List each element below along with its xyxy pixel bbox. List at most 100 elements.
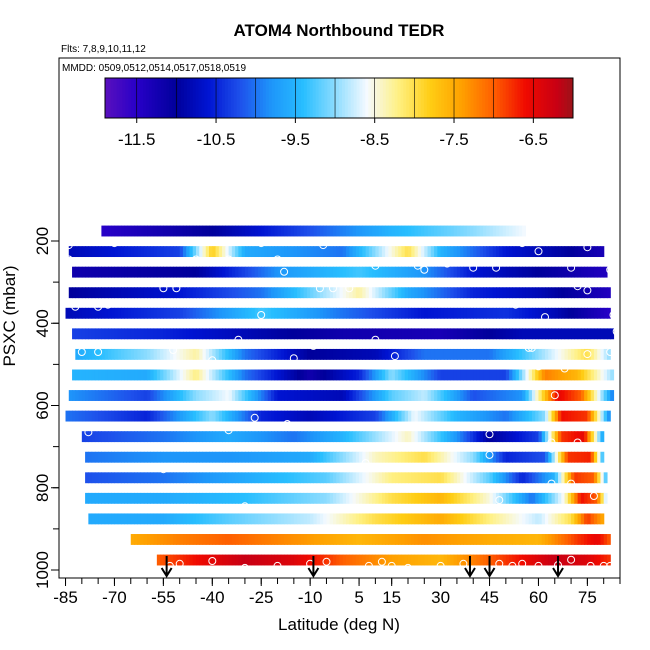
heat-cell bbox=[192, 390, 197, 401]
heat-cell bbox=[447, 369, 451, 381]
heat-cell bbox=[271, 431, 275, 443]
heat-cell bbox=[186, 328, 191, 340]
heat-cell bbox=[336, 287, 341, 299]
heat-cell bbox=[427, 225, 432, 237]
heat-cell bbox=[332, 534, 337, 545]
heat-cell bbox=[411, 246, 416, 258]
heat-cell bbox=[531, 534, 536, 545]
heat-cell bbox=[290, 328, 295, 340]
heatmap-row-975 bbox=[156, 554, 611, 566]
heat-cell bbox=[107, 492, 112, 504]
heat-cell bbox=[479, 554, 484, 566]
heat-cell bbox=[368, 328, 373, 340]
heat-cell bbox=[248, 369, 253, 381]
heat-cell bbox=[492, 266, 497, 278]
heat-cell bbox=[143, 451, 148, 463]
heat-cell bbox=[362, 492, 367, 504]
colorbar-cell bbox=[260, 78, 264, 118]
data-marker bbox=[560, 364, 569, 373]
heat-cell bbox=[329, 513, 334, 525]
heat-cell bbox=[147, 472, 151, 484]
heat-cell bbox=[91, 513, 96, 525]
heat-cell bbox=[290, 266, 295, 278]
heat-cell bbox=[218, 307, 223, 319]
heat-cell bbox=[75, 266, 80, 278]
data-marker bbox=[257, 311, 266, 319]
heat-cell bbox=[72, 369, 76, 381]
heat-cell bbox=[460, 328, 465, 340]
heat-cell bbox=[231, 390, 236, 401]
heat-cell bbox=[137, 287, 142, 299]
heat-cell bbox=[140, 246, 145, 258]
heat-cell bbox=[486, 390, 491, 401]
heat-cell bbox=[160, 390, 164, 401]
heat-cell bbox=[127, 307, 132, 319]
heat-cell bbox=[544, 472, 549, 484]
heat-cell bbox=[147, 513, 151, 525]
heat-cell bbox=[434, 472, 438, 484]
heat-cell bbox=[342, 410, 347, 422]
heat-cell bbox=[202, 534, 207, 545]
heat-cell bbox=[518, 307, 523, 319]
heat-cell bbox=[166, 472, 171, 484]
heat-cell bbox=[114, 492, 119, 504]
heat-cell bbox=[587, 554, 592, 566]
heat-cell bbox=[496, 472, 500, 484]
heat-cell bbox=[453, 225, 458, 237]
heat-cell bbox=[544, 369, 549, 381]
heat-cell bbox=[463, 472, 468, 484]
heat-cell bbox=[290, 472, 295, 484]
heat-cell bbox=[427, 431, 432, 443]
heat-cell bbox=[111, 369, 116, 381]
heat-cell bbox=[427, 307, 432, 319]
heat-cell bbox=[215, 534, 220, 545]
data-marker bbox=[573, 282, 582, 291]
heat-cell bbox=[597, 287, 602, 299]
heat-cell bbox=[313, 307, 318, 319]
heat-cell bbox=[153, 307, 158, 319]
heat-cell bbox=[505, 431, 510, 443]
heat-cell bbox=[143, 431, 148, 443]
heat-cell bbox=[544, 266, 549, 278]
heat-cell bbox=[284, 451, 288, 463]
colorbar-cell bbox=[283, 78, 287, 118]
heat-cell bbox=[460, 410, 465, 422]
heat-cell bbox=[378, 348, 383, 360]
colorbar-cell bbox=[403, 78, 407, 118]
colorbar-cell bbox=[470, 78, 475, 118]
heat-cell bbox=[558, 390, 562, 401]
heat-cell bbox=[368, 431, 373, 443]
heat-cell bbox=[147, 534, 151, 545]
heat-cell bbox=[218, 554, 223, 566]
heat-cell bbox=[72, 307, 76, 319]
heat-cell bbox=[496, 451, 500, 463]
heat-cell bbox=[590, 390, 595, 401]
heat-cell bbox=[531, 390, 536, 401]
heat-cell bbox=[316, 266, 321, 278]
heat-cell bbox=[186, 554, 191, 566]
heat-cell bbox=[111, 225, 116, 237]
heat-cell bbox=[238, 492, 243, 504]
colorbar-cell bbox=[508, 78, 513, 118]
heat-cell bbox=[342, 554, 347, 566]
heat-cell bbox=[515, 307, 520, 319]
heat-cell bbox=[137, 307, 142, 319]
heat-cell bbox=[75, 307, 80, 319]
heat-cell bbox=[313, 472, 318, 484]
heat-cell bbox=[398, 431, 403, 443]
heat-cell bbox=[310, 410, 315, 422]
heat-cell bbox=[509, 328, 513, 340]
heat-cell bbox=[254, 492, 259, 504]
heat-cell bbox=[421, 246, 425, 258]
heat-cell bbox=[277, 492, 282, 504]
colorbar-cell bbox=[496, 78, 501, 118]
heat-cell bbox=[352, 307, 357, 319]
heat-cell bbox=[202, 492, 207, 504]
heat-cell bbox=[388, 554, 393, 566]
heat-cell bbox=[558, 246, 562, 258]
heat-cell bbox=[528, 287, 533, 299]
heat-cell bbox=[277, 472, 282, 484]
heat-cell bbox=[430, 431, 435, 443]
heat-cell bbox=[222, 451, 226, 463]
heat-cell bbox=[72, 287, 76, 299]
